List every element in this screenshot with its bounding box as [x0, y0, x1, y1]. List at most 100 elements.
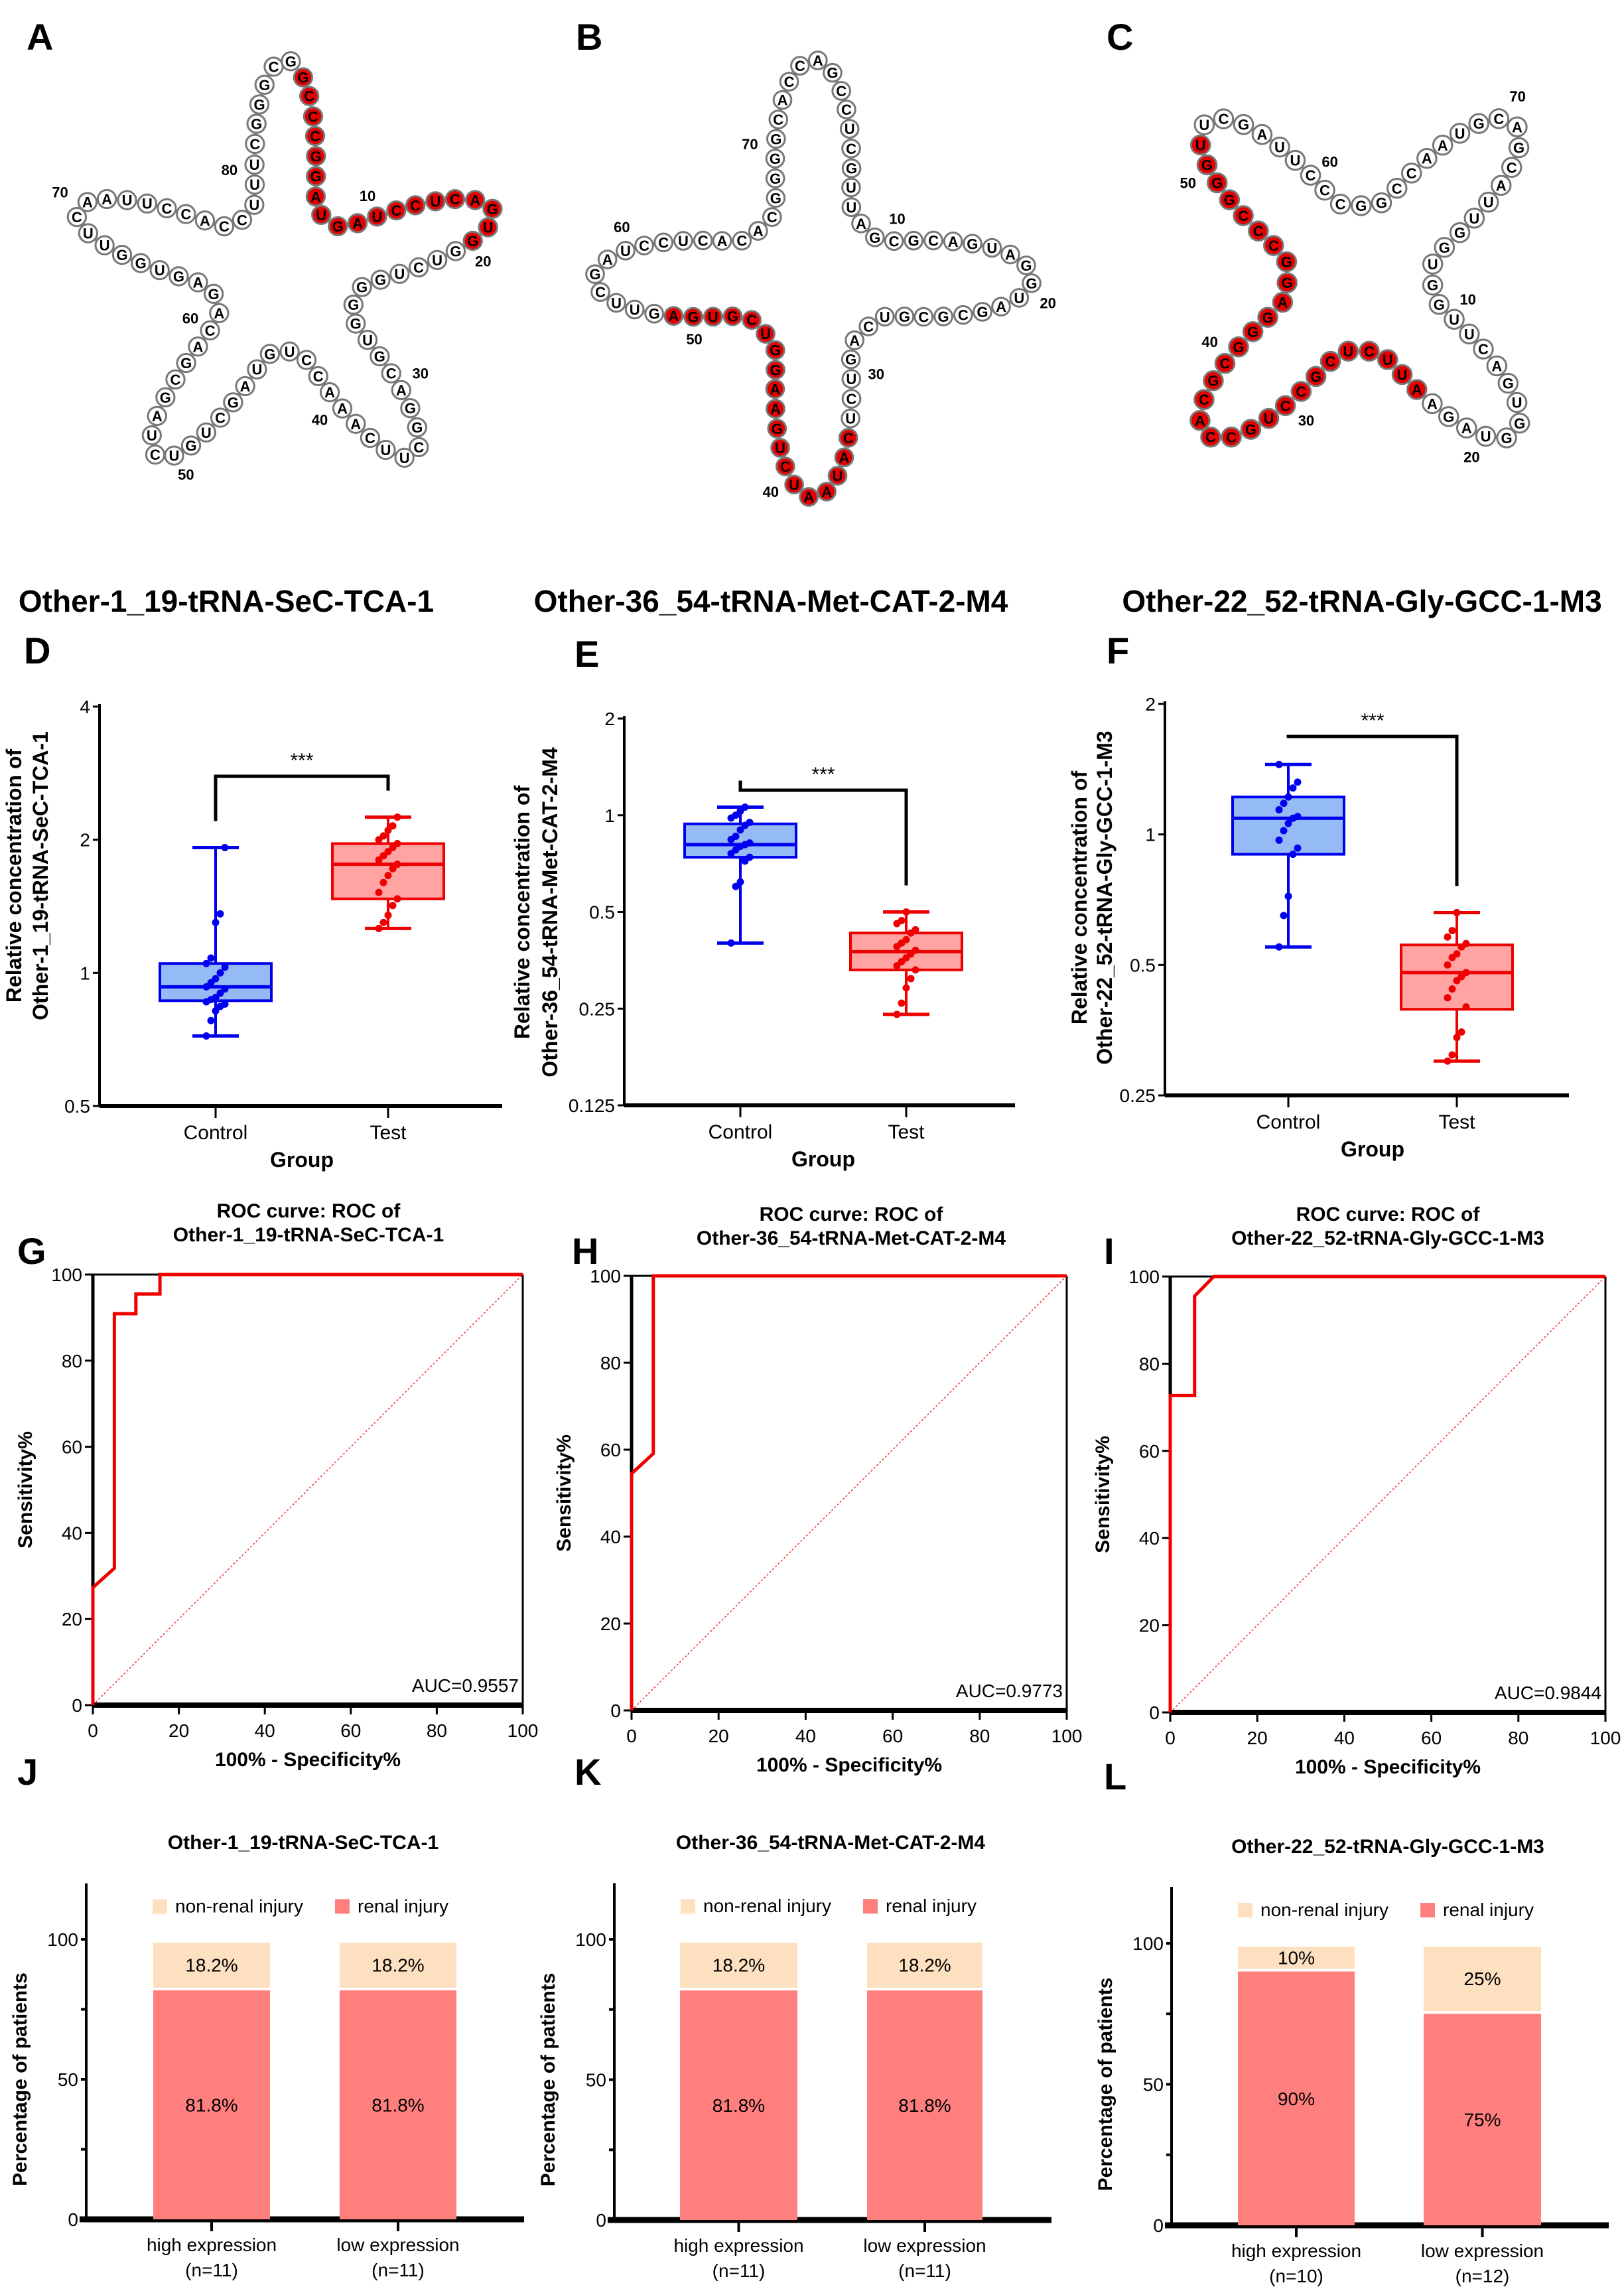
nucleotide-base: A [753, 223, 764, 240]
nucleotide-base: A [82, 194, 93, 211]
nucleotide-circle [1455, 417, 1477, 439]
nucleotide-circle [770, 438, 790, 458]
nucleotide-base: G [467, 233, 478, 249]
nucleotide-base: A [770, 401, 781, 417]
auc-label: AUC=0.9773 [956, 1681, 1063, 1701]
nucleotide-base: A [778, 92, 788, 109]
nucleotide-circle [306, 146, 326, 167]
nucleotide-base: C [386, 366, 397, 382]
nucleotide-base: A [717, 233, 728, 249]
x-tick-label: low expression [863, 2235, 986, 2256]
bar-value-label: 90% [1278, 2089, 1315, 2109]
nucleotide-circle [963, 234, 982, 254]
nucleotide-circle [841, 349, 861, 370]
nucleotide-base: U [833, 468, 843, 484]
y-tick-label: 0.25 [1120, 1085, 1156, 1106]
nucleotide-base: U [1483, 194, 1494, 211]
nucleotide-circle [1459, 323, 1480, 345]
chart-title: Other-22_52-tRNA-Gly-GCC-1-M3 [1231, 1836, 1544, 1858]
y-tick-label: 60 [600, 1440, 621, 1460]
nucleotide-circle [279, 341, 300, 362]
data-point [1444, 994, 1452, 1002]
nucleotide-circle [1263, 235, 1284, 256]
data-point [393, 840, 401, 848]
x-tick-label: 0 [1165, 1728, 1176, 1748]
nucleotide-circle [352, 277, 372, 297]
position-label: 40 [312, 412, 328, 429]
y-tick-label: 0 [1153, 2215, 1164, 2236]
nucleotide-circle [306, 166, 326, 186]
significance-stars: *** [811, 764, 835, 786]
data-point [1462, 939, 1470, 947]
nucleotide-base: G [845, 352, 856, 368]
nucleotide-circle [281, 51, 301, 72]
nucleotide-circle [346, 313, 366, 334]
nucleotide-circle [590, 282, 610, 302]
nucleotide-circle [982, 238, 1002, 258]
nucleotide-circle [712, 231, 732, 251]
x-axis-label: 100% - Specificity% [1295, 1756, 1481, 1778]
data-point [393, 813, 401, 821]
nucleotide-circle [772, 90, 793, 110]
data-point [1294, 844, 1302, 852]
nucleotide-base: G [1513, 140, 1524, 157]
nucleotide-base: G [135, 255, 147, 272]
bar-renal-injury [1424, 2014, 1541, 2225]
legend-swatch-renal [335, 1899, 350, 1914]
nucleotide-base: A [396, 382, 407, 399]
nucleotide-circle [1221, 426, 1242, 448]
nucleotide-base: U [285, 344, 295, 360]
data-point [375, 856, 383, 864]
nucleotide-base: A [350, 416, 361, 433]
y-tick-label: 0 [596, 2210, 606, 2231]
nucleotide-base: C [639, 238, 649, 254]
nucleotide-circle [180, 435, 202, 456]
nucleotide-circle [1305, 366, 1327, 387]
x-axis-label: Group [1341, 1137, 1404, 1161]
box-plot-E: 0.125 0.25 0.5 1 2 Relative concentration of O… [510, 709, 1015, 1171]
nucleotide-base: U [845, 121, 855, 137]
nucleotide-base: A [1512, 119, 1522, 135]
nucleotide-base: G [348, 297, 359, 313]
nucleotide-base: U [1290, 153, 1300, 169]
legend-label: renal injury [358, 1896, 448, 1916]
data-point [1280, 799, 1288, 807]
nucleotide-circle [1449, 123, 1471, 144]
nucleotide-circle [1233, 205, 1254, 226]
sample-size-label: (n=12) [1455, 2266, 1510, 2286]
nucleotide-base: C [780, 458, 791, 475]
bar-chart-L: Other-22_52-tRNA-Gly-GCC-1-M3 0 50 100 Perce… [1095, 1836, 1609, 2286]
nucleotide-circle [1428, 294, 1450, 315]
nucleotide-circle [117, 190, 137, 210]
nucleotide-circle [346, 413, 366, 434]
data-point [727, 939, 735, 947]
y-tick-label: 100 [51, 1265, 82, 1285]
nucleotide-circle [765, 340, 785, 360]
nucleotide-base: A [352, 215, 363, 232]
nucleotide-base: G [1514, 415, 1525, 432]
nucleotide-circle [1242, 321, 1264, 342]
nucleotide-base: G [1427, 277, 1438, 294]
nucleotide-base: U [1449, 311, 1459, 328]
nucleotide-base: U [846, 371, 856, 387]
nucleotide-circle [768, 109, 789, 129]
panel-letter: A [27, 16, 53, 58]
nucleotide-circle [693, 230, 713, 251]
legend-swatch-non-renal [681, 1899, 695, 1914]
nucleotide-circle [1274, 395, 1296, 417]
nucleotide-base: A [470, 192, 480, 209]
nucleotide-base: U [789, 476, 799, 493]
data-point [736, 878, 744, 886]
y-tick-label: 100 [575, 1929, 606, 1950]
nucleotide-circle [616, 240, 636, 261]
nucleotide-circle [673, 231, 693, 251]
nucleotide-base: G [1443, 409, 1454, 425]
bar-value-label: 18.2% [712, 1955, 765, 1975]
nucleotide-circle [858, 316, 879, 336]
data-point [741, 803, 749, 811]
position-label: 20 [1463, 449, 1479, 465]
y-axis-label: Sensitivity% [553, 1434, 575, 1552]
nucleotide-base: C [846, 141, 856, 157]
nucleotide-base: C [658, 234, 669, 251]
data-point [1275, 836, 1283, 844]
